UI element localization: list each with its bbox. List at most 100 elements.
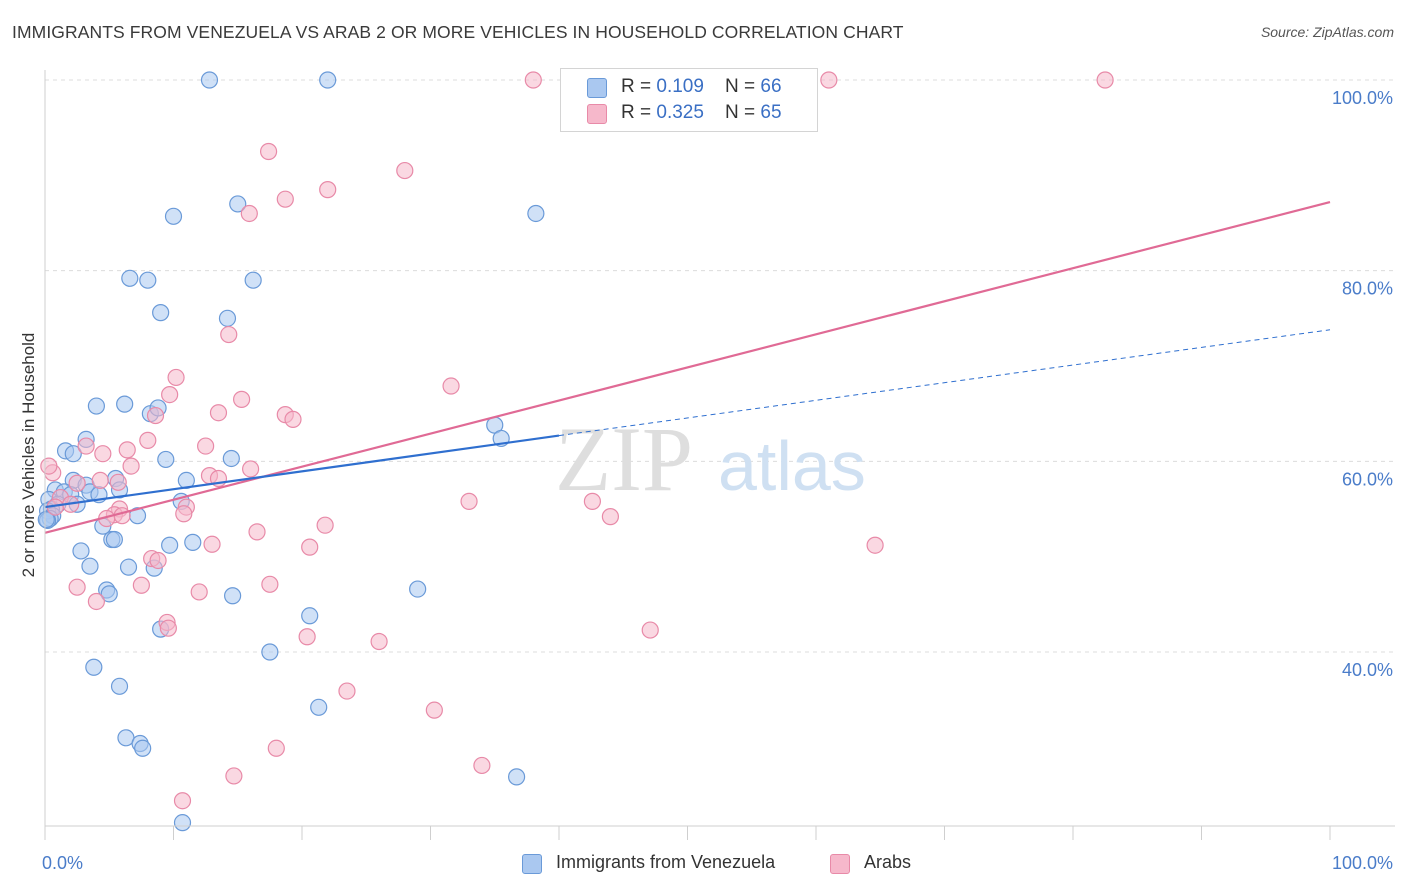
venezuela-point [229,195,247,213]
arabs-point [146,406,165,425]
arabs-point [396,161,414,180]
legend-r-label: R = [621,76,657,97]
bottom-legend: Immigrants from Venezuela Arabs [0,852,1406,878]
arabs-point [261,575,279,593]
arabs-point [91,471,109,489]
venezuela-point [161,536,179,554]
venezuela-point [244,271,262,289]
arabs-point [301,538,319,556]
watermark: ZIP atlas [555,408,866,510]
bottom-legend-swatch-arabs [830,854,850,874]
arabs-point [68,474,86,492]
arabs-point [276,190,294,208]
venezuela-trend-extension [558,329,1331,437]
axes [44,70,1395,840]
series-venezuela-points [37,71,545,832]
arabs-point [122,457,140,475]
arabs-point [473,756,491,775]
venezuela-point [527,204,545,223]
arabs-point [109,473,127,491]
legend-r-value: 0.109 [656,76,704,97]
venezuela-point [37,510,55,529]
chart-title: IMMIGRANTS FROM VENEZUELA VS ARAB 2 OR M… [12,22,904,42]
venezuela-point [218,309,237,327]
legend-r-label: R = [621,102,657,123]
grid-lines [45,79,1395,653]
arabs-point [94,445,112,463]
legend-r-value: 0.325 [656,102,704,123]
venezuela-point [64,445,82,463]
arabs-point [524,71,542,89]
venezuela-point [139,271,157,289]
venezuela-point [100,585,118,603]
y-tick-label: 40.0% [1342,660,1393,680]
arabs-point [132,576,150,594]
arabs-point [118,441,136,459]
arabs-point [203,535,221,553]
y-tick-label: 60.0% [1342,469,1393,489]
legend-swatch-venezuela [587,78,607,98]
arabs-point [40,457,58,475]
arabs-point [442,377,460,395]
legend-n-label: N = [725,102,761,123]
arabs-point [820,71,838,89]
venezuela-point [261,643,279,661]
arabs-point [220,325,238,344]
arabs-point [460,492,478,510]
legend: R = 0.109 N = 66 R = 0.325 N = 65 [560,68,818,132]
venezuela-point [119,558,138,576]
venezuela-point [301,607,319,625]
venezuela-point [200,71,219,89]
y-axis-title: 2 or more Vehicles in Household [19,333,38,578]
venezuela-point [81,557,99,575]
arabs-point [68,578,86,596]
legend-n-value: 65 [760,102,782,123]
arabs-point [298,628,316,646]
arabs-point [284,410,302,428]
venezuela-point [121,269,139,287]
arabs-point [87,592,106,611]
arabs-point [316,516,334,534]
source-credit: Source: ZipAtlas.com [1260,24,1394,40]
venezuela-point [319,71,337,89]
arabs-point [190,583,208,601]
arabs-point [425,701,443,719]
venezuela-point [310,698,328,716]
venezuela-trend-line [44,434,560,509]
arabs-point [225,767,243,785]
arabs-point [233,390,251,408]
arabs-point [338,682,356,700]
arabs-point [319,181,337,199]
trend-lines [44,200,1331,534]
arabs-point [866,536,884,554]
arabs-point [175,505,193,523]
bottom-legend-label-arabs: Arabs [864,852,912,872]
arabs-point [240,204,258,223]
legend-n-label: N = [725,76,761,97]
arabs-point [139,431,157,449]
arabs-point [1096,71,1114,89]
venezuela-point [409,580,427,598]
venezuela-point [87,397,106,415]
arabs-point [173,792,192,810]
arabs-point [167,368,185,387]
arabs-point [149,551,167,570]
x-tick-label: 100.0% [1332,853,1393,873]
arabs-point [77,437,95,455]
watermark-zip: ZIP [555,408,693,510]
venezuela-point [157,450,175,469]
arabs-point [641,621,659,639]
arabs-point [209,404,228,422]
tick-labels: 40.0% 60.0% 80.0% 100.0% 0.0% 100.0% [42,88,1393,873]
arabs-point [197,437,215,455]
arabs-point [583,492,602,510]
venezuela-point [105,530,123,549]
x-tick-label: 0.0% [42,853,83,873]
arabs-point [259,142,278,161]
venezuela-point [116,395,134,413]
arabs-point [159,619,177,637]
venezuela-point [222,449,240,468]
arabs-point [161,386,179,404]
arabs-point [267,739,285,757]
